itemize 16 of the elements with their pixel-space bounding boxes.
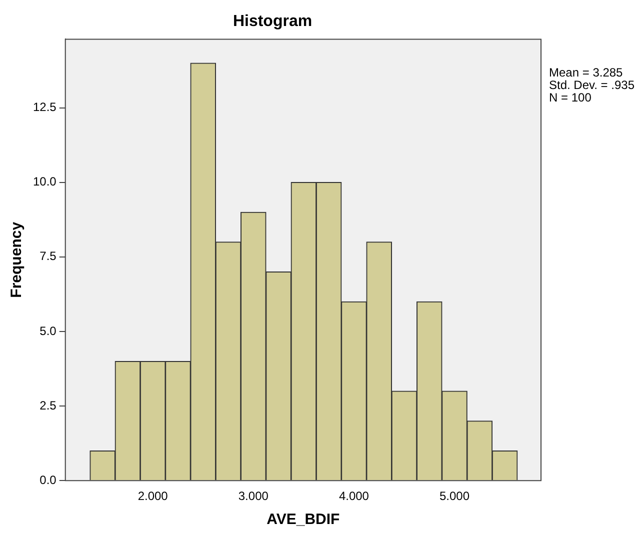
chart-title: Histogram bbox=[232, 13, 312, 30]
y-tick-label: 5.0 bbox=[40, 324, 57, 338]
y-tick-label: 10.0 bbox=[32, 174, 57, 189]
y-tick-label: 0.0 bbox=[40, 472, 57, 487]
text: Std. Dev. = .935 bbox=[549, 78, 635, 92]
x-axis-title: AVE_BDIF bbox=[266, 511, 340, 528]
x-tick-label: 5.000 bbox=[440, 489, 470, 504]
y-tick-label: 2.5 bbox=[40, 398, 57, 412]
y-tick-label: 7.5 bbox=[40, 249, 57, 264]
x-tick-label: 3.000 bbox=[238, 489, 269, 504]
y-axis-title: Frequency bbox=[8, 221, 26, 298]
text: Mean = 3.285 bbox=[549, 66, 624, 80]
x-tick-label: 4.000 bbox=[338, 489, 370, 504]
x-tick-label: 2.000 bbox=[138, 489, 168, 504]
y-tick-label: 12.5 bbox=[32, 100, 57, 114]
text: N = 100 bbox=[549, 90, 592, 105]
